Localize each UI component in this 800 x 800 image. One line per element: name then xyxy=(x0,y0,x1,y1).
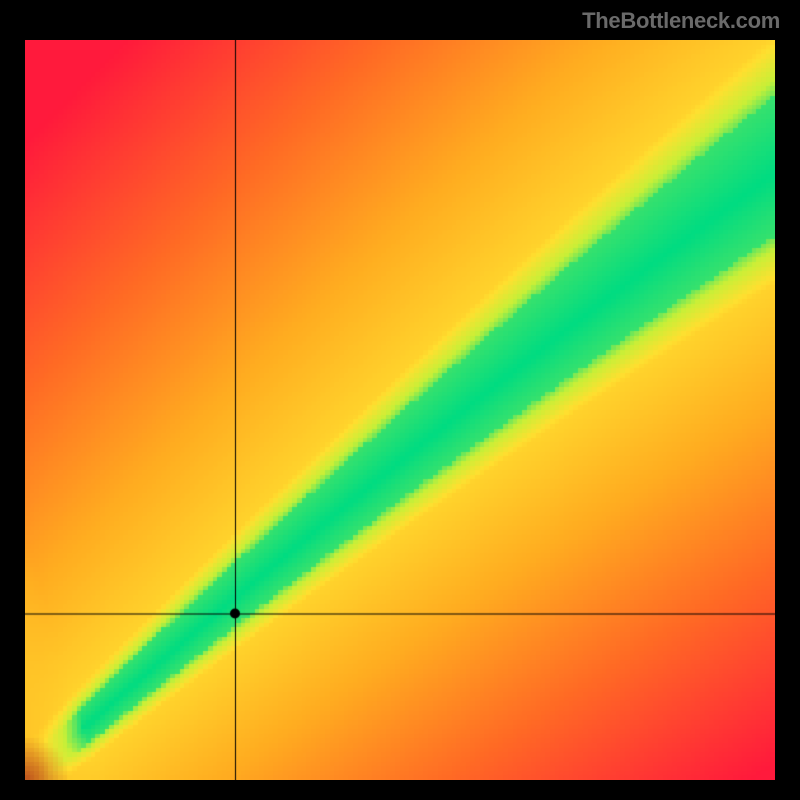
watermark-text: TheBottleneck.com xyxy=(582,8,780,34)
heatmap-canvas xyxy=(25,40,775,780)
heatmap-plot xyxy=(25,40,775,780)
figure-container: TheBottleneck.com xyxy=(0,0,800,800)
